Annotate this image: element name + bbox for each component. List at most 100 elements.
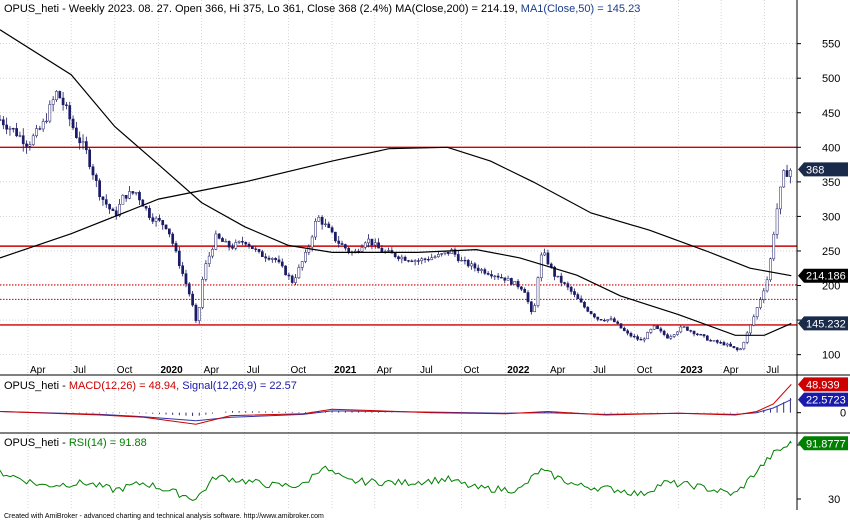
last-value-tag <box>798 436 848 451</box>
candle-body <box>141 199 145 207</box>
candle-body <box>397 256 400 260</box>
candle-body <box>470 263 473 267</box>
candle-body <box>8 128 12 130</box>
candle-body <box>682 326 686 328</box>
rsi-line <box>0 440 792 502</box>
x-tick-label: Oct <box>637 365 653 376</box>
candle-body <box>181 265 184 274</box>
candle-body <box>779 186 782 210</box>
price-header: OPUS_heti - Weekly 2023. 08. 27. Open 36… <box>4 3 640 15</box>
candle-body <box>666 334 669 339</box>
last-value-text: 22.5723 <box>806 395 846 407</box>
last-value-text: 145.232 <box>806 318 846 330</box>
y-tick-label: 0 <box>840 408 846 420</box>
candle-body <box>526 292 530 303</box>
candle-body <box>589 311 593 315</box>
candle-body <box>144 206 148 209</box>
candle-body <box>606 319 610 322</box>
candle-body <box>41 121 45 130</box>
candle-body <box>649 328 653 333</box>
x-tick-label: Jul <box>766 365 779 376</box>
last-value-text: 368 <box>806 164 824 176</box>
candle-body <box>25 143 28 147</box>
candle-body <box>506 278 510 281</box>
candle-body <box>583 302 586 308</box>
candle-body <box>214 233 218 250</box>
candle-body <box>327 223 331 228</box>
candle-body <box>377 242 380 249</box>
candle-body <box>207 255 211 264</box>
candle-body <box>739 348 742 351</box>
candle-body <box>65 104 68 106</box>
candle-body <box>1 119 5 126</box>
last-value-tag <box>798 268 848 283</box>
candle-body <box>446 251 450 254</box>
candle-body <box>456 254 460 261</box>
candle-body <box>0 119 2 121</box>
candle-body <box>593 313 596 318</box>
candle-body <box>480 269 483 271</box>
candle-body <box>158 217 161 221</box>
candle-body <box>559 275 563 283</box>
candle-body <box>745 332 749 343</box>
candle-body <box>38 128 42 130</box>
candle-body <box>363 242 367 248</box>
candle-body <box>642 338 646 341</box>
candle-body <box>403 256 407 261</box>
candle-body <box>725 343 729 346</box>
candle-body <box>35 128 38 137</box>
macd-line <box>0 384 792 425</box>
candle-body <box>121 195 125 205</box>
candle-body <box>88 149 92 167</box>
candle-body <box>400 256 404 260</box>
candle-body <box>164 224 168 230</box>
candle-body <box>473 263 477 269</box>
candle-body <box>307 246 311 253</box>
candle-body <box>324 223 327 225</box>
candle-body <box>636 336 639 340</box>
candle-body <box>297 267 301 279</box>
candle-body <box>11 128 15 130</box>
candle-body <box>370 238 374 246</box>
last-value-text: 48.939 <box>806 379 840 391</box>
candle-body <box>68 105 72 120</box>
candle-body <box>705 335 709 341</box>
candle-body <box>84 141 88 151</box>
x-tick-label: Jul <box>420 365 433 376</box>
candle-body <box>546 252 550 265</box>
x-tick-label: Jul <box>73 365 86 376</box>
candle-body <box>247 243 251 247</box>
candle-body <box>151 217 155 222</box>
candle-body <box>433 256 437 259</box>
candle-body <box>168 228 171 235</box>
candle-body <box>337 240 341 244</box>
last-value-label: 91.8777 <box>798 436 848 451</box>
candle-body <box>134 192 138 194</box>
footer-credit: Created with AmiBroker - advanced charti… <box>4 513 324 520</box>
candle-body <box>466 260 470 267</box>
y-tick-label: 550 <box>822 39 840 51</box>
candle-body <box>201 279 204 308</box>
candle-body <box>513 281 517 285</box>
x-tick-label: Apr <box>204 365 220 376</box>
last-value-tag <box>798 392 848 407</box>
candle-body <box>51 99 55 105</box>
candle-body <box>785 170 789 177</box>
candle-body <box>347 247 351 252</box>
candle-body <box>393 252 397 257</box>
candle-body <box>15 128 18 137</box>
candle-body <box>500 277 503 279</box>
candle-body <box>61 97 65 106</box>
candle-body <box>529 301 533 313</box>
candle-body <box>300 261 304 268</box>
candle-body <box>789 170 792 177</box>
candle-body <box>21 135 25 145</box>
candle-body <box>712 340 716 342</box>
candle-body <box>194 304 198 321</box>
candle-body <box>679 326 683 333</box>
candle-body <box>603 319 606 322</box>
candle-body <box>423 258 427 260</box>
x-tick-label: Jul <box>247 365 260 376</box>
last-value-text: 91.8777 <box>806 438 846 450</box>
y-tick-label: 200 <box>822 281 840 293</box>
